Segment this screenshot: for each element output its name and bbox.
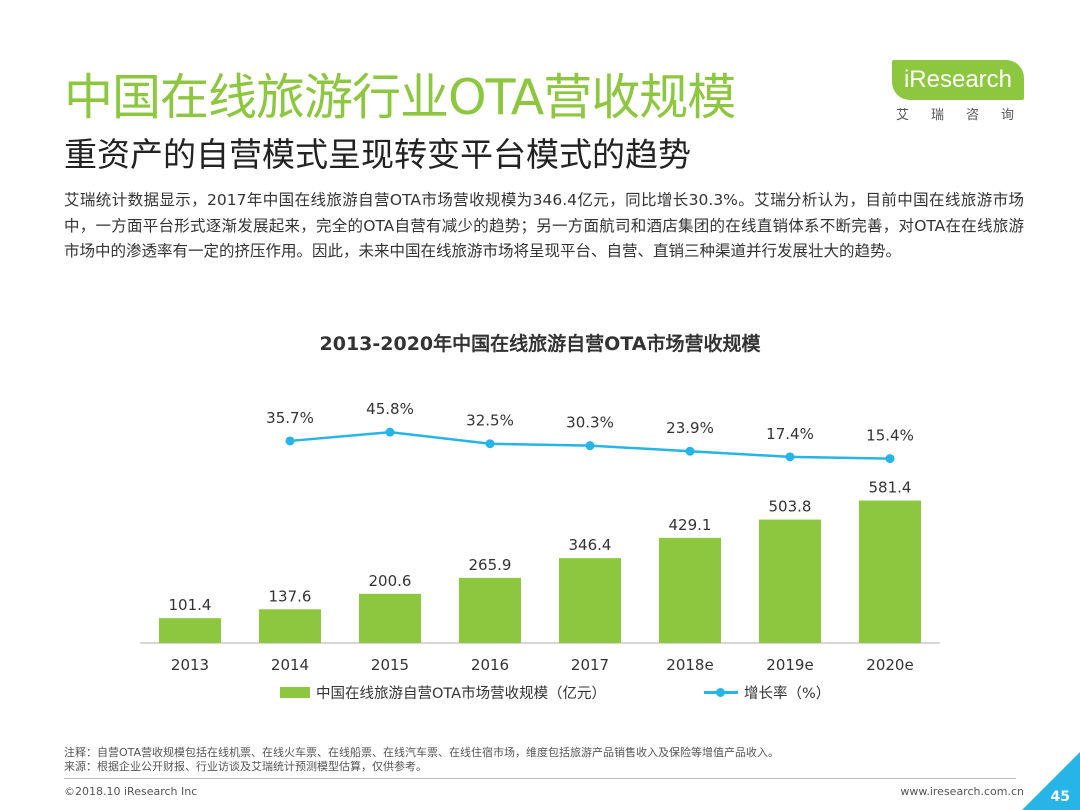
iresearch-logo: iResearch 艾瑞咨询 (892, 60, 1032, 126)
bar-label-2013: 101.4 (169, 596, 212, 614)
growth-label-2016: 32.5% (466, 412, 514, 430)
brand-cn-text: 艾瑞咨询 (896, 108, 1037, 123)
legend-bar-swatch (280, 687, 310, 698)
growth-point-2016 (485, 439, 495, 449)
bar-label-2020e: 581.4 (869, 479, 912, 497)
growth-label-2014: 35.7% (266, 409, 314, 427)
bar-2019e (759, 519, 821, 643)
bar-2013 (159, 618, 221, 643)
page-number: 45 (1050, 789, 1070, 805)
page-title: 中国在线旅游行业OTA营收规模 (64, 69, 736, 126)
note-text: 注释：自营OTA营收规模包括在线机票、在线火车票、在线船票、在线汽车票、在线住宿… (64, 746, 780, 759)
x-tick-2013: 2013 (171, 656, 209, 674)
growth-label-2018e: 23.9% (666, 419, 714, 437)
legend-label-revenue: 中国在线旅游自营OTA市场营收规模（亿元） (316, 686, 607, 702)
footer-url[interactable]: www.iresearch.com.cn (900, 785, 1024, 798)
legend-line-swatch (704, 687, 738, 698)
bar-label-2014: 137.6 (269, 587, 312, 605)
summary-paragraph: 艾瑞统计数据显示，2017年中国在线旅游自营OTA市场营收规模为346.4亿元，… (64, 191, 1024, 260)
bar-label-2019e: 503.8 (769, 498, 812, 516)
brand-logo-text: iResearch (892, 60, 1024, 100)
x-tick-2018e: 2018e (666, 656, 713, 674)
page-subtitle: 重资产的自营模式呈现转变平台模式的趋势 (64, 135, 691, 174)
growth-label-2015: 45.8% (366, 400, 414, 418)
bar-2014 (259, 609, 321, 643)
bar-2020e (859, 500, 921, 643)
footer-copyright: ©2018.10 iResearch Inc (64, 785, 198, 798)
bar-label-2017: 346.4 (569, 536, 612, 554)
bar-label-2015: 200.6 (369, 572, 412, 590)
growth-label-2020e: 15.4% (866, 427, 914, 445)
growth-point-2018e (685, 446, 695, 456)
footer-divider (64, 778, 1016, 779)
legend-item-growth: 增长率（%） (704, 682, 830, 703)
bar-label-2018e: 429.1 (669, 516, 712, 534)
chart-notes: 注释：自营OTA营收规模包括在线机票、在线火车票、在线船票、在线汽车票、在线住宿… (64, 746, 779, 774)
growth-label-2019e: 17.4% (766, 425, 814, 443)
x-tick-2016: 2016 (471, 656, 509, 674)
bar-2018e (659, 537, 721, 643)
bar-2015 (359, 593, 421, 643)
source-text: 来源：根据企业公开财报、行业访谈及艾瑞统计预测模型估算，仅供参考。 (64, 760, 427, 773)
corner-accent (1022, 752, 1080, 810)
bar-label-2016: 265.9 (469, 556, 512, 574)
growth-point-2014 (285, 436, 295, 446)
chart-title: 2013-2020年中国在线旅游自营OTA市场营收规模 (319, 333, 761, 355)
bar-2017 (559, 558, 621, 643)
legend-item-revenue: 中国在线旅游自营OTA市场营收规模（亿元） (280, 682, 606, 703)
growth-label-2017: 30.3% (566, 414, 614, 432)
x-tick-2015: 2015 (371, 656, 409, 674)
growth-point-2015 (385, 427, 395, 437)
growth-point-2019e (785, 452, 795, 462)
x-tick-2017: 2017 (571, 656, 609, 674)
growth-point-2020e (885, 454, 895, 464)
bar-2016 (459, 577, 521, 643)
legend-label-growth: 增长率（%） (744, 686, 831, 702)
x-tick-2020e: 2020e (866, 656, 913, 674)
x-tick-2019e: 2019e (766, 656, 813, 674)
growth-point-2017 (585, 441, 595, 451)
x-tick-2014: 2014 (271, 656, 309, 674)
